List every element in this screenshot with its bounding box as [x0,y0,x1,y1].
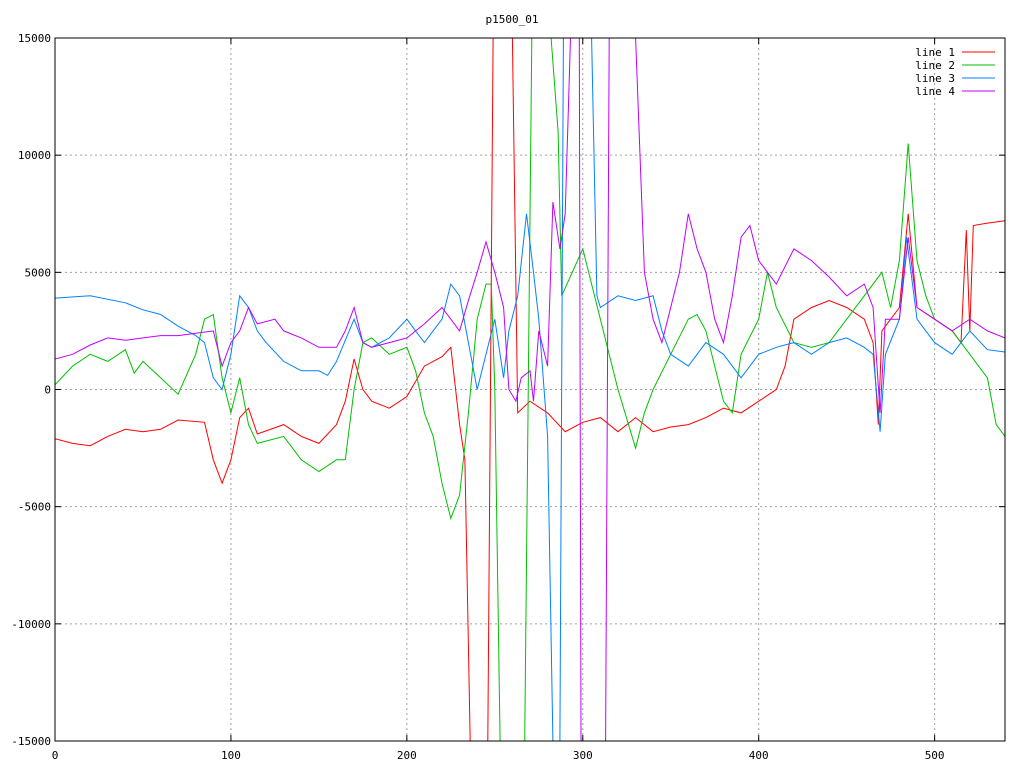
legend-label: line 3 [915,72,955,85]
legend-label: line 4 [915,85,955,98]
x-tick-label: 400 [749,749,769,762]
x-tick-label: 0 [52,749,59,762]
series-lines [55,38,1005,741]
series-line-1 [55,38,1005,741]
series-line-4 [55,38,1005,741]
y-tick-label: -15000 [11,735,51,748]
y-tick-label: 15000 [18,32,51,45]
grid [55,38,1005,741]
chart-title: p1500_01 [486,13,539,26]
series-line-3 [55,38,1005,741]
x-tick-label: 500 [925,749,945,762]
legend-label: line 1 [915,46,955,59]
y-tick-label: 0 [44,384,51,397]
y-tick-label: -10000 [11,618,51,631]
y-tick-label: 5000 [25,266,52,279]
x-tick-label: 100 [221,749,241,762]
series-line-2 [55,38,1005,741]
x-tick-label: 300 [573,749,593,762]
y-tick-label: 10000 [18,149,51,162]
x-tick-label: 200 [397,749,417,762]
y-tick-label: -5000 [18,501,51,514]
legend-label: line 2 [915,59,955,72]
axis-ticks: 0 100 200 300 400 500 -15000 -10000 -5000 0 5000 10… [11,32,1005,762]
